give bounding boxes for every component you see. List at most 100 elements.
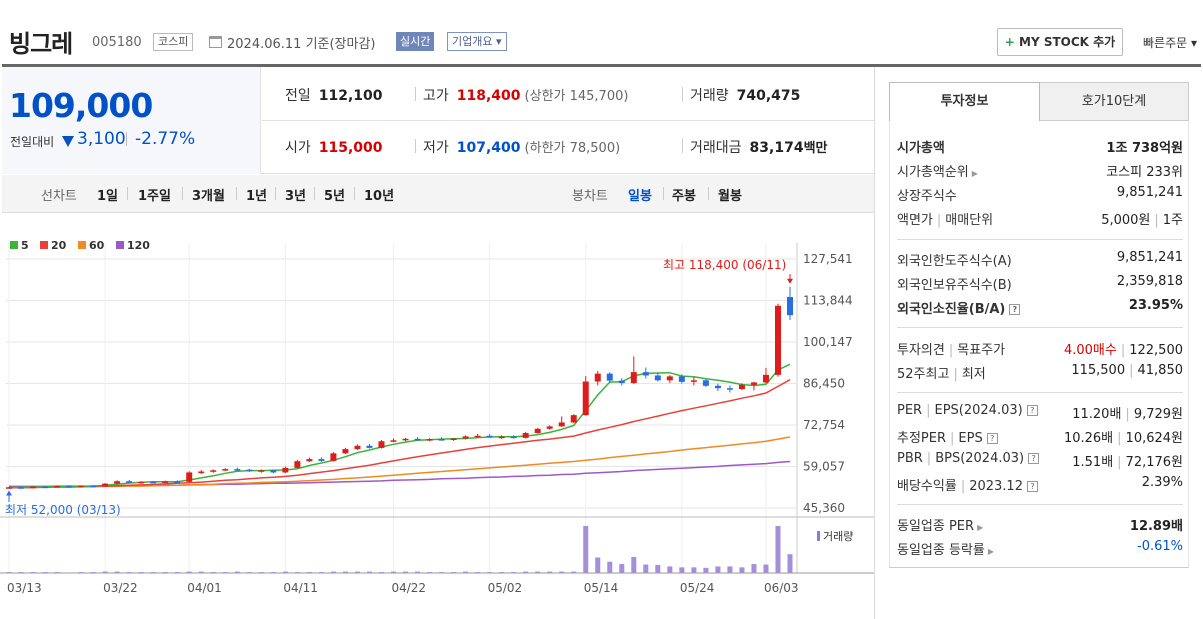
header-divider	[2, 64, 1201, 67]
period-5year[interactable]: 5년	[324, 189, 346, 204]
period-weekly-candle[interactable]: 주봉	[672, 189, 696, 204]
candle-body	[222, 469, 229, 471]
high-arrow-head	[787, 278, 793, 284]
stock-name: 빙그레	[9, 30, 73, 58]
period-10year[interactable]: 10년	[364, 189, 395, 204]
x-tick-label: 05/14	[584, 581, 619, 595]
company-overview-dropdown[interactable]: 기업개요 ▾	[447, 32, 507, 51]
change-value: 3,100	[77, 129, 126, 149]
volume-bar	[198, 571, 204, 573]
volume-bar	[679, 567, 685, 573]
industry-per-row[interactable]: 동일업종 PER ▶ 12.89배	[897, 519, 1183, 534]
period-daily-candle[interactable]: 일봉	[628, 189, 652, 204]
period-1day[interactable]: 1일	[97, 189, 119, 204]
candle-body	[126, 481, 133, 483]
volume-bar	[138, 572, 144, 574]
candle-body	[246, 469, 253, 472]
industry-rate-row[interactable]: 동일업종 등락률 ▶ -0.61%	[897, 539, 1183, 558]
candle-body	[342, 449, 349, 454]
period-monthly-candle[interactable]: 월봉	[718, 189, 742, 204]
divider	[354, 187, 355, 200]
candle-body	[390, 440, 397, 442]
stock-header: 빙그레 005180 코스피 2024.06.11 기준(장마감) 실시간 기업…	[0, 0, 1203, 66]
period-3year[interactable]: 3년	[285, 189, 307, 204]
candle-body	[534, 428, 541, 434]
tab-order-book[interactable]: 호가10단계	[1039, 82, 1189, 121]
candle-body	[486, 435, 493, 438]
quick-order-dropdown[interactable]: 빠른주문 ▾	[1143, 36, 1197, 50]
market-cap-rank-row[interactable]: 시가총액순위 ▶ 코스피 233위	[897, 165, 1183, 180]
period-1year[interactable]: 1년	[246, 189, 268, 204]
line-chart-label: 선차트	[41, 189, 77, 204]
divider	[275, 187, 276, 200]
my-stock-add-button[interactable]: + MY STOCK 추가	[997, 28, 1123, 56]
volume: 거래량 740,475	[690, 88, 801, 104]
candle-body	[234, 469, 241, 471]
volume-bar	[294, 572, 300, 574]
candle-body	[642, 372, 649, 376]
candle-body	[150, 481, 157, 484]
current-price-box: 109,000 전일대비 3,100 -2.77%	[2, 67, 261, 174]
candle-body	[702, 380, 709, 386]
volume-legend-swatch	[817, 531, 820, 541]
legend-swatch	[116, 241, 124, 249]
market-cap-row: 시가총액 1조 738억원	[897, 141, 1183, 156]
candle-body	[306, 459, 313, 462]
pbr-bps-row: PBR | BPS(2024.03)? 1.51배 | 72,176원	[897, 451, 1183, 470]
section-divider	[897, 327, 1183, 328]
help-icon[interactable]: ?	[1009, 304, 1021, 315]
help-icon[interactable]: ?	[1026, 405, 1038, 416]
legend-label: 120	[127, 239, 150, 252]
candlestick-chart: 5 20 60 120 127,541 113,844 100,147 86,450 72,75…	[0, 239, 875, 595]
candle-body	[378, 441, 385, 448]
x-tick-label: 04/01	[187, 581, 222, 595]
divider	[314, 187, 315, 200]
volume-bar	[463, 571, 469, 573]
tab-invest-info[interactable]: 투자정보	[889, 82, 1040, 121]
candle-body	[258, 470, 265, 472]
candle-body	[210, 470, 217, 472]
period-1week[interactable]: 1주일	[138, 189, 171, 204]
caret-right-icon: ▶	[977, 523, 984, 532]
help-icon[interactable]: ?	[1028, 453, 1040, 464]
volume-bar	[763, 564, 769, 573]
volume-bar	[174, 572, 180, 574]
candle-body	[738, 384, 745, 390]
y-tick-label: 45,360	[803, 501, 845, 515]
candle-body	[774, 305, 781, 375]
realtime-button[interactable]: 실시간	[396, 32, 435, 51]
x-tick-label: 04/22	[391, 581, 426, 595]
volume-bar	[655, 565, 661, 573]
candle-body	[654, 375, 661, 381]
candle-body	[678, 376, 685, 382]
volume-bar	[186, 571, 192, 573]
plus-icon: +	[1004, 35, 1015, 49]
volume-bar	[475, 572, 481, 574]
volume-bar	[270, 572, 276, 574]
help-icon[interactable]: ?	[986, 433, 998, 444]
candle-body	[54, 486, 61, 488]
volume-bar	[234, 571, 240, 573]
legend-label: 5	[21, 239, 29, 252]
volume-bar	[378, 572, 384, 574]
volume-bar	[330, 571, 336, 573]
current-price: 109,000	[9, 86, 153, 125]
volume-bar	[607, 561, 613, 573]
help-icon[interactable]: ?	[1026, 481, 1038, 492]
change-rate: -2.77%	[135, 129, 196, 149]
foreign-rate-row: 외국인소진율(B/A)? 23.95%	[897, 298, 1183, 317]
x-tick-label: 04/11	[283, 581, 318, 595]
high-annotation: 최고 118,400 (06/11)	[663, 258, 786, 272]
volume-bar	[342, 571, 348, 573]
volume-bar	[126, 572, 132, 574]
price-summary: 109,000 전일대비 3,100 -2.77% 전일 112,100 고가 11…	[2, 67, 874, 174]
period-3month[interactable]: 3개월	[192, 189, 225, 204]
my-stock-label: MY STOCK 추가	[1019, 35, 1116, 49]
divider	[415, 139, 416, 153]
foreign-limit-row: 외국인한도주식수(A) 9,851,241	[897, 250, 1183, 269]
volume-bar	[366, 571, 372, 573]
section-divider	[897, 392, 1183, 393]
volume-bar	[114, 571, 120, 573]
volume-bar	[571, 571, 577, 573]
candle-body	[198, 471, 205, 474]
